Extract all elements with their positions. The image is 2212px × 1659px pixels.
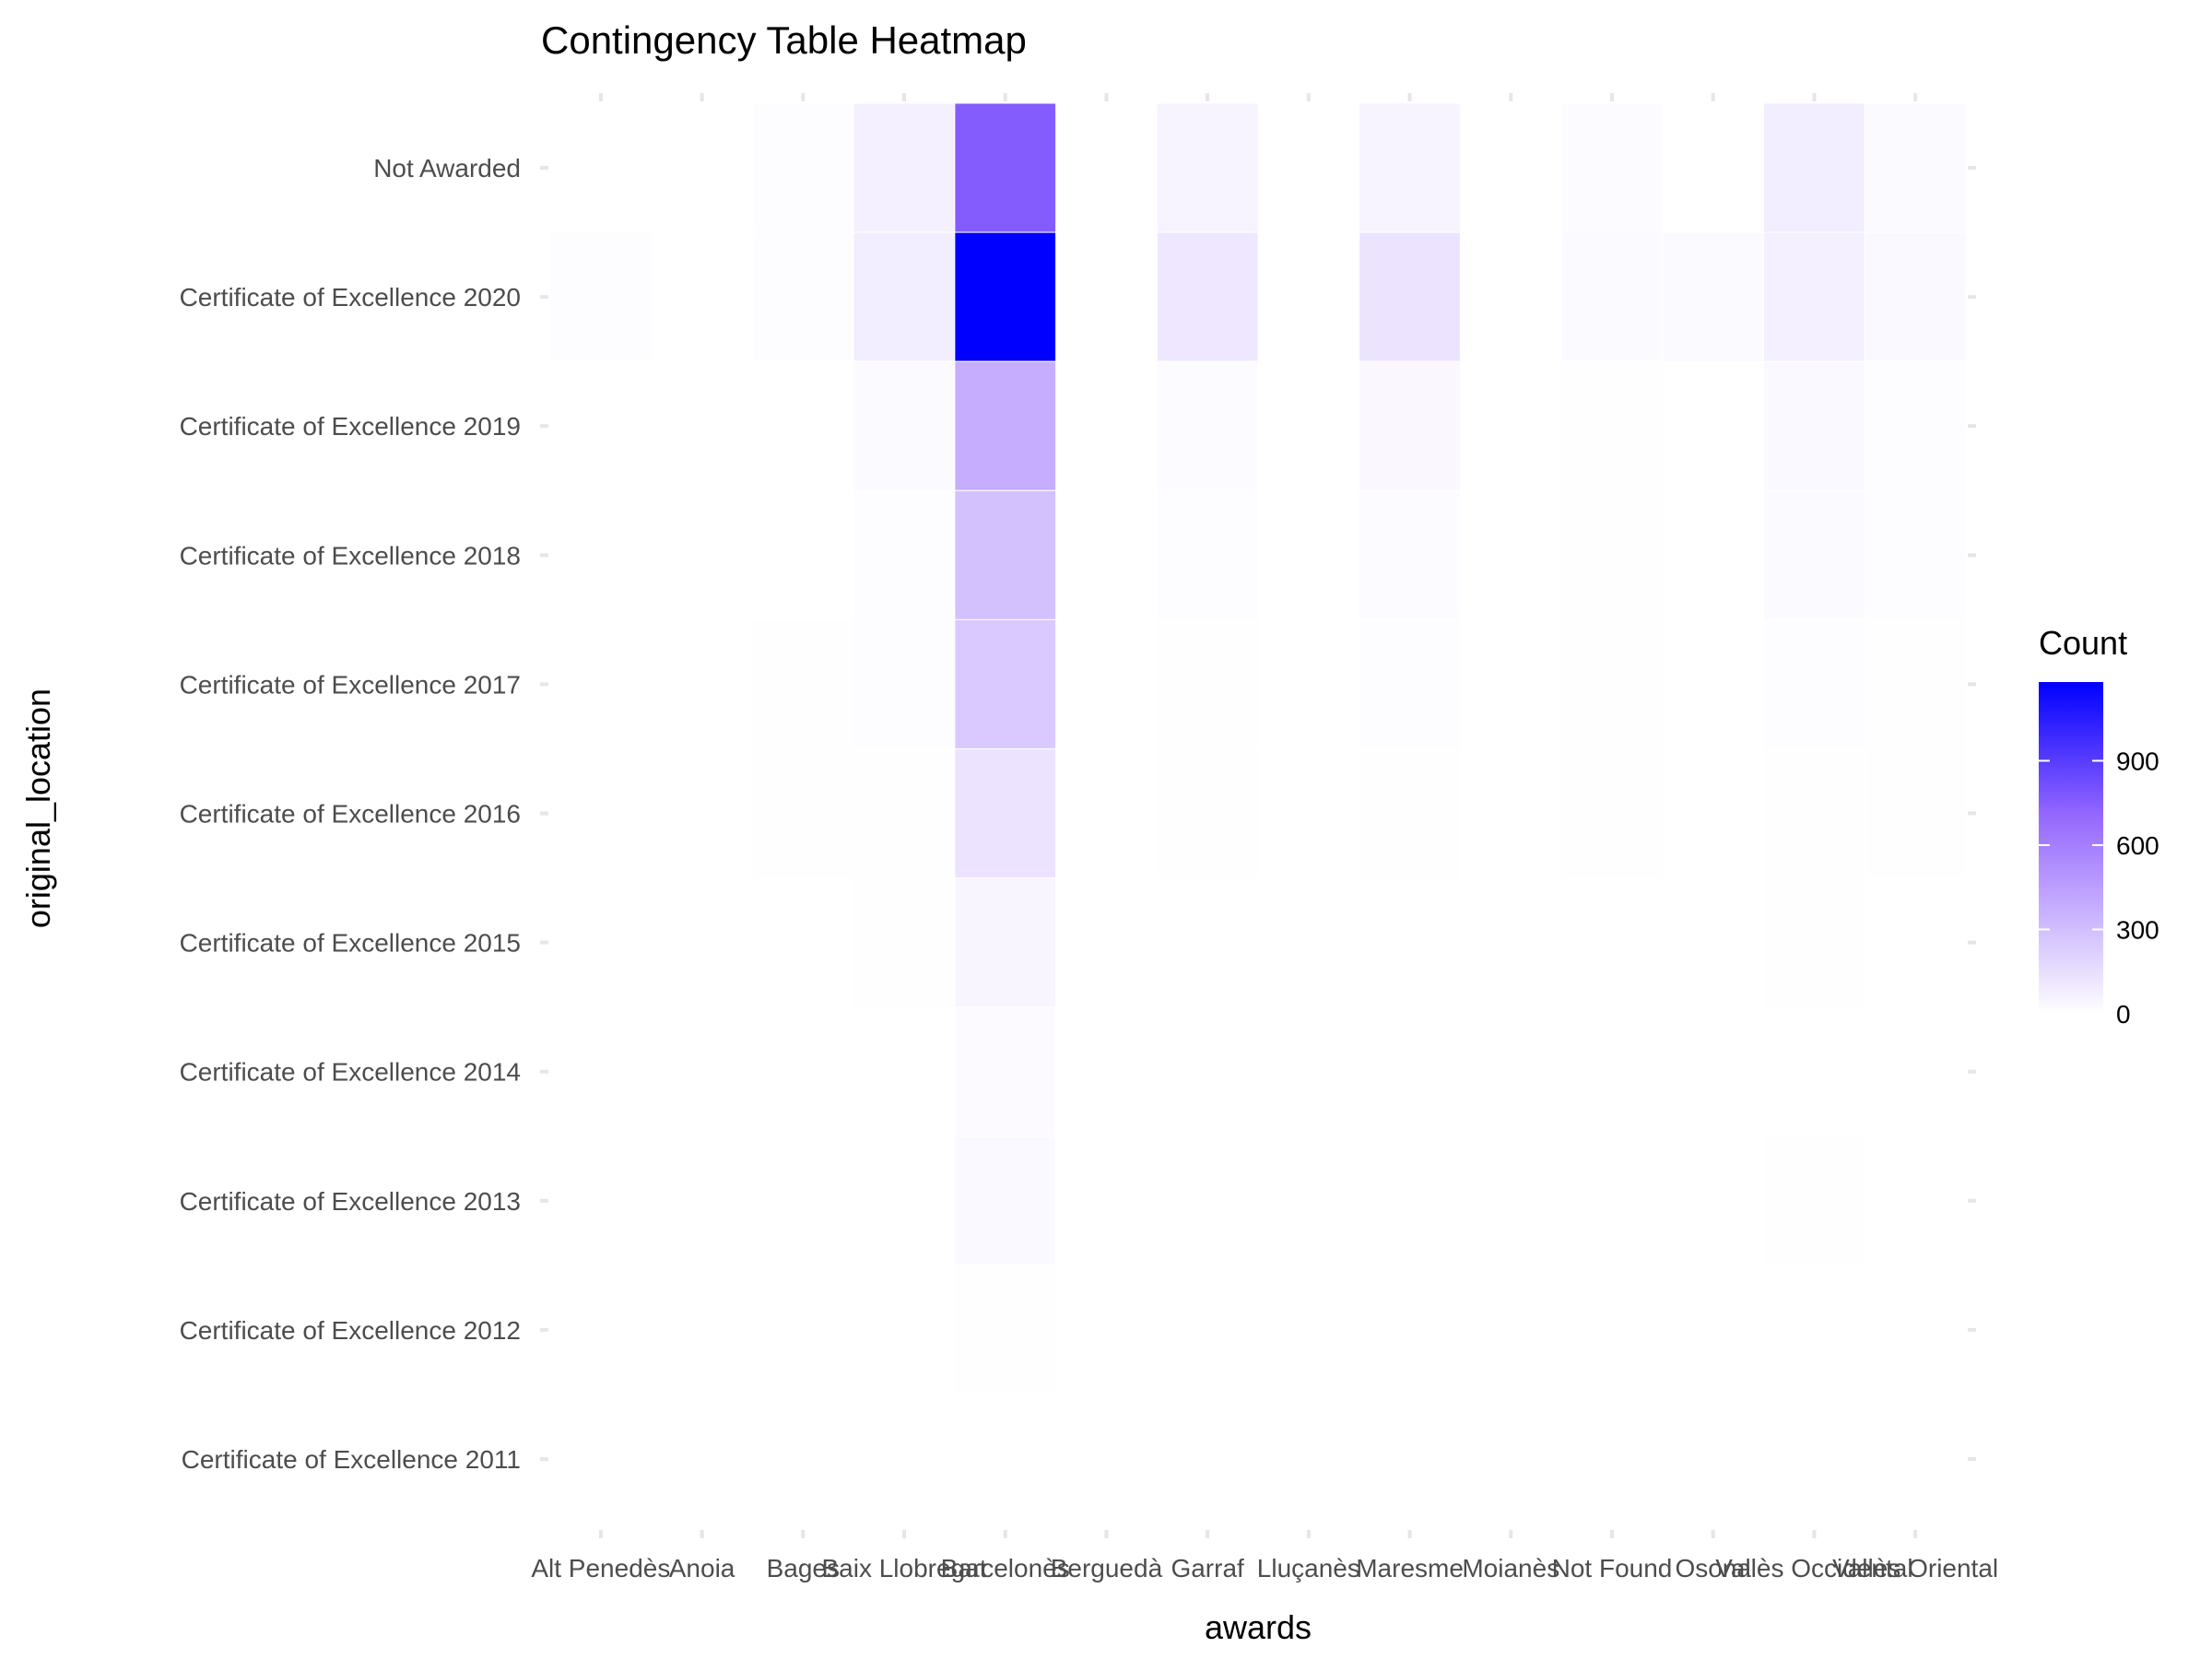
y-tick-label: Certificate of Excellence 2017 <box>180 670 521 699</box>
legend-tick-label: 300 <box>2116 915 2159 944</box>
heatmap-cell <box>954 618 1057 749</box>
y-tick-label: Certificate of Excellence 2016 <box>180 800 521 829</box>
legend-tick-label: 900 <box>2116 747 2159 775</box>
heatmap-cell <box>1560 360 1664 491</box>
heatmap-cell <box>954 489 1057 620</box>
heatmap-cell <box>1763 231 1865 362</box>
heatmap-cell <box>853 360 956 491</box>
heatmap-cell <box>1156 231 1259 362</box>
x-tick-label: Lluçanès <box>1257 1554 1360 1583</box>
heatmap-cell <box>954 231 1057 362</box>
heatmap-cell <box>954 877 1057 1008</box>
y-tick-label: Certificate of Excellence 2013 <box>180 1187 521 1216</box>
legend-title: Count <box>2039 624 2127 662</box>
heatmap-cell <box>1662 231 1765 362</box>
heatmap-cell <box>1763 1135 1865 1266</box>
x-tick-label: Not Found <box>1552 1554 1673 1583</box>
x-tick-label: Bages <box>767 1554 840 1583</box>
x-tick-label: Alt Penedès <box>531 1554 670 1583</box>
heatmap-cell <box>1359 231 1461 362</box>
x-tick-label: Vallès Oriental <box>1832 1554 1998 1583</box>
heatmap-cell <box>1864 618 1967 749</box>
y-axis-title: original_location <box>19 688 57 928</box>
heatmap-cell <box>1864 747 1967 879</box>
heatmap-cell <box>751 231 854 362</box>
heatmap-cell <box>1864 231 1967 362</box>
y-tick-labels: Not Awarded Certificate of Excellence 202… <box>180 154 521 1474</box>
heatmap-cell <box>954 1006 1057 1137</box>
x-tick-label: Osona <box>1675 1554 1751 1583</box>
x-axis-title: awards <box>1205 1608 1312 1646</box>
y-tick-label: Not Awarded <box>373 154 521 182</box>
heatmap-cell <box>1156 618 1259 749</box>
heatmap-cell <box>1359 102 1461 233</box>
x-tick-label: Maresme <box>1356 1554 1464 1583</box>
heatmap-cell <box>853 618 956 749</box>
legend-color-bar <box>2039 682 2103 1014</box>
heatmap-cell <box>1156 360 1259 491</box>
y-tick-label: Certificate of Excellence 2019 <box>180 412 521 441</box>
legend-tick-label: 600 <box>2116 831 2159 860</box>
axis-ticks <box>540 93 1976 1538</box>
y-tick-label: Certificate of Excellence 2020 <box>180 283 521 312</box>
heatmap-cell <box>853 747 956 879</box>
heatmap-cell <box>1156 489 1259 620</box>
heatmap-cell <box>549 231 653 362</box>
heatmap-cell <box>954 1265 1057 1395</box>
heatmap-cell <box>1763 747 1865 879</box>
heatmap-cell <box>1156 747 1259 879</box>
heatmap-cell <box>1763 618 1865 749</box>
x-tick-label: Moianès <box>1462 1554 1559 1583</box>
heatmap-cell <box>1560 102 1664 233</box>
heatmap-cell <box>751 618 854 749</box>
x-tick-label: Vallès Occidental <box>1715 1554 1912 1583</box>
heatmap-cell <box>1359 618 1461 749</box>
y-tick-label: Certificate of Excellence 2012 <box>180 1316 521 1345</box>
heatmap-cell <box>1359 360 1461 491</box>
heatmap-cell <box>1156 102 1259 233</box>
color-legend: Count 0 300 600 900 <box>2039 624 2159 1029</box>
heatmap-cell <box>853 102 956 233</box>
heatmap-cell <box>853 489 956 620</box>
heatmap-cell <box>1560 489 1664 620</box>
heatmap-cell <box>954 102 1057 233</box>
y-tick-label: Certificate of Excellence 2014 <box>180 1058 521 1087</box>
y-tick-label: Certificate of Excellence 2011 <box>182 1445 521 1474</box>
heatmap-cell <box>954 360 1057 491</box>
heatmap-cell <box>1864 489 1967 620</box>
x-tick-label: Garraf <box>1171 1554 1244 1583</box>
heatmap-cell <box>751 747 854 879</box>
heatmap-cell <box>1560 231 1664 362</box>
heatmap-cell <box>1359 489 1461 620</box>
heatmap-cells <box>549 102 1967 1395</box>
heatmap-cell <box>1560 747 1664 879</box>
heatmap-cell <box>853 877 956 1008</box>
heatmap-cell <box>954 1135 1057 1266</box>
heatmap-cell <box>1560 618 1664 749</box>
heatmap-cell <box>1763 102 1865 233</box>
heatmap-cell <box>1763 489 1865 620</box>
chart-title: Contingency Table Heatmap <box>541 18 1027 62</box>
heatmap-cell <box>853 231 956 362</box>
heatmap-cell <box>1763 360 1865 491</box>
heatmap-cell <box>954 747 1057 879</box>
legend-tick-label: 0 <box>2116 1000 2131 1029</box>
x-tick-label: Baix Llobregat <box>821 1554 986 1583</box>
x-tick-label: Anoia <box>669 1554 735 1583</box>
heatmap-cell <box>1359 747 1461 879</box>
heatmap-cell <box>1864 102 1967 233</box>
y-tick-label: Certificate of Excellence 2018 <box>180 541 521 570</box>
heatmap-cell <box>1763 877 1865 1008</box>
heatmap-cell <box>1864 360 1967 491</box>
x-tick-label: Barcelonès <box>941 1554 1070 1583</box>
legend-ticks: 0 300 600 900 <box>2039 747 2159 1029</box>
heatmap-cell <box>751 102 854 233</box>
x-tick-label: Berguedà <box>1051 1554 1163 1583</box>
y-tick-label: Certificate of Excellence 2015 <box>180 929 521 958</box>
